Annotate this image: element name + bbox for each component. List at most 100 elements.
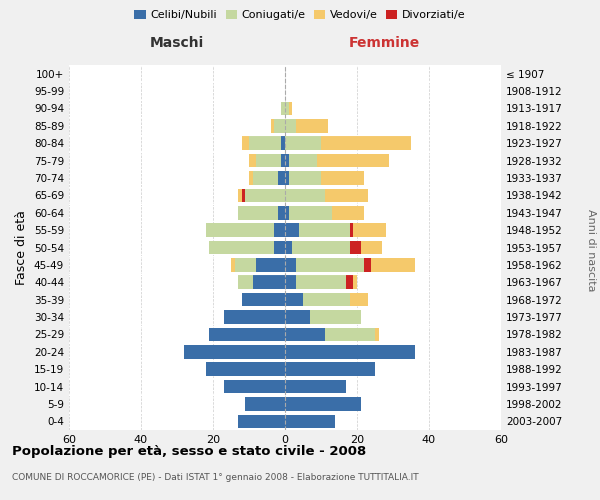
- Bar: [242, 293, 285, 306]
- Bar: [285, 293, 303, 306]
- Bar: [285, 293, 350, 306]
- Bar: [238, 188, 285, 202]
- Bar: [242, 293, 285, 306]
- Bar: [209, 328, 285, 341]
- Bar: [242, 188, 245, 202]
- Bar: [285, 276, 357, 289]
- Bar: [238, 414, 285, 428]
- Bar: [346, 276, 353, 289]
- Bar: [281, 345, 285, 358]
- Bar: [285, 276, 296, 289]
- Text: Popolazione per età, sesso e stato civile - 2008: Popolazione per età, sesso e stato civil…: [12, 445, 366, 458]
- Bar: [285, 206, 289, 220]
- Bar: [209, 240, 285, 254]
- Bar: [285, 328, 375, 341]
- Bar: [281, 154, 285, 168]
- Bar: [209, 240, 285, 254]
- Bar: [285, 102, 289, 115]
- Bar: [285, 102, 292, 115]
- Bar: [285, 310, 361, 324]
- Bar: [285, 362, 289, 376]
- Bar: [242, 293, 285, 306]
- Y-axis label: Fasce di età: Fasce di età: [16, 210, 28, 285]
- Bar: [285, 397, 361, 410]
- Bar: [256, 310, 285, 324]
- Bar: [350, 240, 361, 254]
- Bar: [285, 276, 353, 289]
- Bar: [206, 224, 285, 237]
- Bar: [285, 206, 364, 220]
- Bar: [224, 380, 285, 394]
- Bar: [253, 276, 285, 289]
- Bar: [238, 206, 285, 220]
- Bar: [285, 240, 292, 254]
- Bar: [285, 154, 289, 168]
- Bar: [274, 224, 285, 237]
- Bar: [278, 171, 285, 185]
- Bar: [285, 345, 415, 358]
- Bar: [285, 154, 317, 168]
- Text: COMUNE DI ROCCAMORICE (PE) - Dati ISTAT 1° gennaio 2008 - Elaborazione TUTTITALI: COMUNE DI ROCCAMORICE (PE) - Dati ISTAT …: [12, 472, 419, 482]
- Bar: [285, 171, 321, 185]
- Bar: [238, 276, 285, 289]
- Bar: [285, 310, 361, 324]
- Bar: [285, 345, 296, 358]
- Bar: [253, 171, 285, 185]
- Bar: [285, 224, 299, 237]
- Bar: [285, 293, 368, 306]
- Bar: [285, 345, 296, 358]
- Text: Anni di nascita: Anni di nascita: [586, 209, 596, 291]
- Bar: [285, 328, 325, 341]
- Bar: [281, 102, 285, 115]
- Bar: [285, 258, 415, 272]
- Bar: [364, 258, 371, 272]
- Bar: [285, 119, 296, 132]
- Bar: [245, 397, 285, 410]
- Bar: [249, 136, 285, 150]
- Bar: [271, 119, 285, 132]
- Bar: [281, 102, 285, 115]
- Bar: [285, 188, 368, 202]
- Bar: [274, 328, 285, 341]
- Bar: [285, 188, 325, 202]
- Bar: [231, 258, 285, 272]
- Bar: [238, 276, 285, 289]
- Bar: [285, 240, 361, 254]
- Bar: [281, 136, 285, 150]
- Text: Femmine: Femmine: [349, 36, 420, 51]
- Bar: [242, 293, 245, 306]
- Bar: [249, 171, 285, 185]
- Bar: [285, 154, 389, 168]
- Bar: [285, 310, 310, 324]
- Bar: [285, 136, 411, 150]
- Bar: [285, 224, 353, 237]
- Bar: [271, 328, 285, 341]
- Bar: [285, 240, 382, 254]
- Bar: [285, 171, 289, 185]
- Bar: [184, 345, 285, 358]
- Bar: [256, 310, 285, 324]
- Bar: [206, 362, 285, 376]
- Bar: [285, 171, 364, 185]
- Bar: [206, 224, 285, 237]
- Bar: [285, 136, 321, 150]
- Bar: [274, 240, 285, 254]
- Bar: [285, 119, 328, 132]
- Bar: [285, 206, 332, 220]
- Bar: [285, 258, 296, 272]
- Bar: [235, 258, 285, 272]
- Bar: [242, 136, 285, 150]
- Bar: [224, 310, 285, 324]
- Bar: [256, 154, 285, 168]
- Bar: [285, 380, 346, 394]
- Bar: [249, 154, 285, 168]
- Bar: [242, 188, 285, 202]
- Bar: [278, 206, 285, 220]
- Bar: [285, 328, 379, 341]
- Text: Maschi: Maschi: [150, 36, 204, 51]
- Bar: [238, 206, 285, 220]
- Bar: [285, 224, 386, 237]
- Bar: [285, 414, 335, 428]
- Bar: [285, 362, 289, 376]
- Bar: [274, 119, 285, 132]
